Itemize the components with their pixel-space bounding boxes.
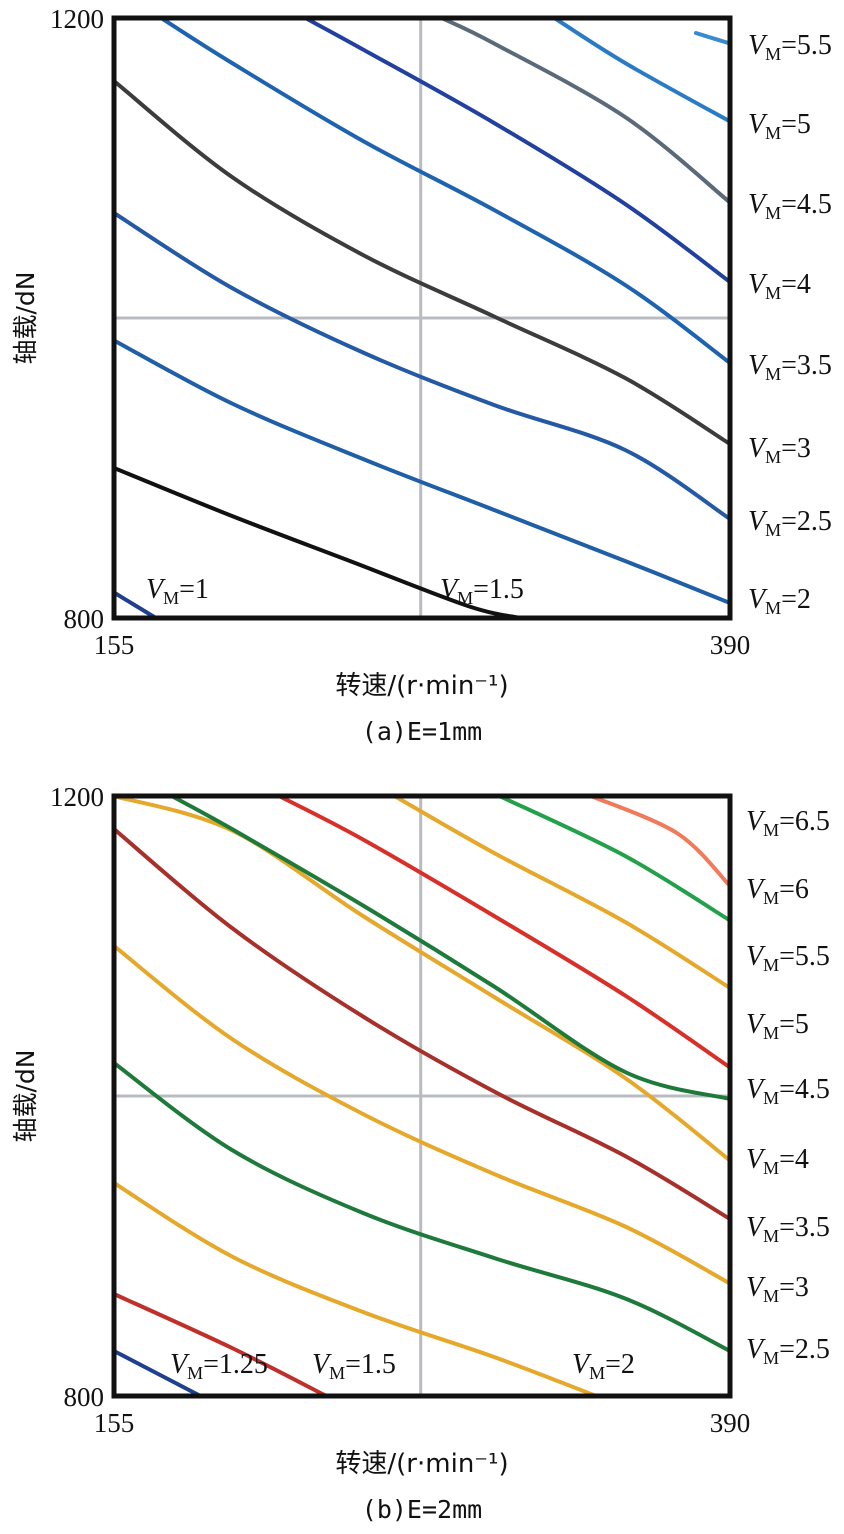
series-label: VM=1.5	[440, 574, 524, 608]
series-label: VM=3.5	[748, 350, 832, 384]
x-tick-label: 155	[94, 1408, 135, 1438]
series-label: VM=2	[748, 584, 811, 618]
x-tick-label: 390	[710, 630, 751, 660]
series-line-vm-2	[114, 1181, 599, 1396]
series-line-vm-3-5	[114, 827, 730, 1221]
series-label: VM=1.5	[312, 1349, 396, 1383]
y-tick-label: 1200	[50, 4, 104, 34]
series-label: VM=3.5	[746, 1212, 830, 1246]
series-line-vm-1-5	[114, 1292, 329, 1396]
series-label: VM=2.5	[748, 506, 832, 540]
series-line-vm-5-5	[693, 31, 730, 46]
series-group	[114, 796, 730, 1396]
series-line-vm-3	[114, 944, 730, 1286]
reference-lines	[114, 796, 730, 1396]
series-line-vm-2-5	[114, 1061, 730, 1353]
caption-b: (b)E=2mm	[362, 1495, 482, 1524]
series-label: VM=4.5	[748, 189, 832, 223]
reference-lines	[114, 18, 730, 618]
right-labels: VM=5.5 VM=5 VM=4.5 VM=4 VM=3.5 VM=3 VM=2…	[748, 30, 832, 618]
series-line-vm-3-5	[159, 18, 730, 365]
series-label: VM=5.5	[746, 941, 830, 975]
series-label: VM=5	[748, 109, 811, 143]
series-line-vm-6	[497, 796, 730, 923]
series-label: VM=1	[146, 574, 209, 608]
series-label: VM=4	[748, 269, 811, 303]
series-label: VM=4	[746, 1144, 809, 1178]
x-axis-label: 转速/(r·min⁻¹)	[335, 1449, 508, 1479]
series-label: VM=1.25	[170, 1349, 268, 1383]
series-line-vm-4-5	[439, 18, 730, 205]
series-line-vm-5	[552, 18, 730, 124]
series-label: VM=6	[746, 874, 809, 908]
series-label: VM=5	[746, 1009, 809, 1043]
series-line-vm-1-25	[114, 1349, 203, 1396]
series-line-vm-2	[114, 338, 730, 605]
series-label: VM=2.5	[746, 1334, 830, 1368]
series-line-vm-4	[114, 796, 730, 1163]
series-label: VM=4.5	[746, 1074, 830, 1108]
plot-frame	[111, 15, 733, 621]
panel-b: 1200 800 155 390 轴载/dN 转速/(r·min⁻¹) (b)E…	[11, 782, 830, 1524]
x-axis-label: 转速/(r·min⁻¹)	[335, 671, 508, 701]
series-label: VM=5.5	[748, 30, 832, 64]
series-label: VM=2	[572, 1349, 635, 1383]
plot-frame	[111, 793, 733, 1399]
series-line-vm-5-5	[392, 796, 730, 990]
panel-a: 1200 800 155 390 轴载/dN 转速/(r·min⁻¹) (a)E…	[11, 4, 832, 746]
y-axis-label: 轴载/dN	[11, 272, 40, 365]
series-line-vm-4	[303, 18, 730, 284]
series-line-vm-1-5	[114, 466, 523, 618]
series-line-vm-5	[277, 796, 730, 1070]
series-group	[114, 18, 730, 618]
series-line-vm-6-5	[589, 796, 730, 888]
x-tick-label: 155	[94, 630, 135, 660]
x-tick-label: 390	[710, 1408, 751, 1438]
y-tick-label: 1200	[50, 782, 104, 812]
y-axis-label: 轴载/dN	[11, 1050, 40, 1143]
series-label: VM=6.5	[746, 806, 830, 840]
series-line-vm-3	[114, 79, 730, 446]
right-labels: VM=6.5 VM=6 VM=5.5 VM=5 VM=4.5 VM=4 VM=3…	[746, 806, 830, 1368]
series-line-vm-4-5	[169, 796, 730, 1101]
series-label: VM=3	[746, 1272, 809, 1306]
y-tick-label: 800	[64, 1382, 105, 1412]
series-label: VM=3	[748, 433, 811, 467]
caption-a: (a)E=1mm	[362, 717, 482, 746]
y-tick-label: 800	[64, 604, 105, 634]
series-line-vm-2-5	[114, 211, 730, 521]
